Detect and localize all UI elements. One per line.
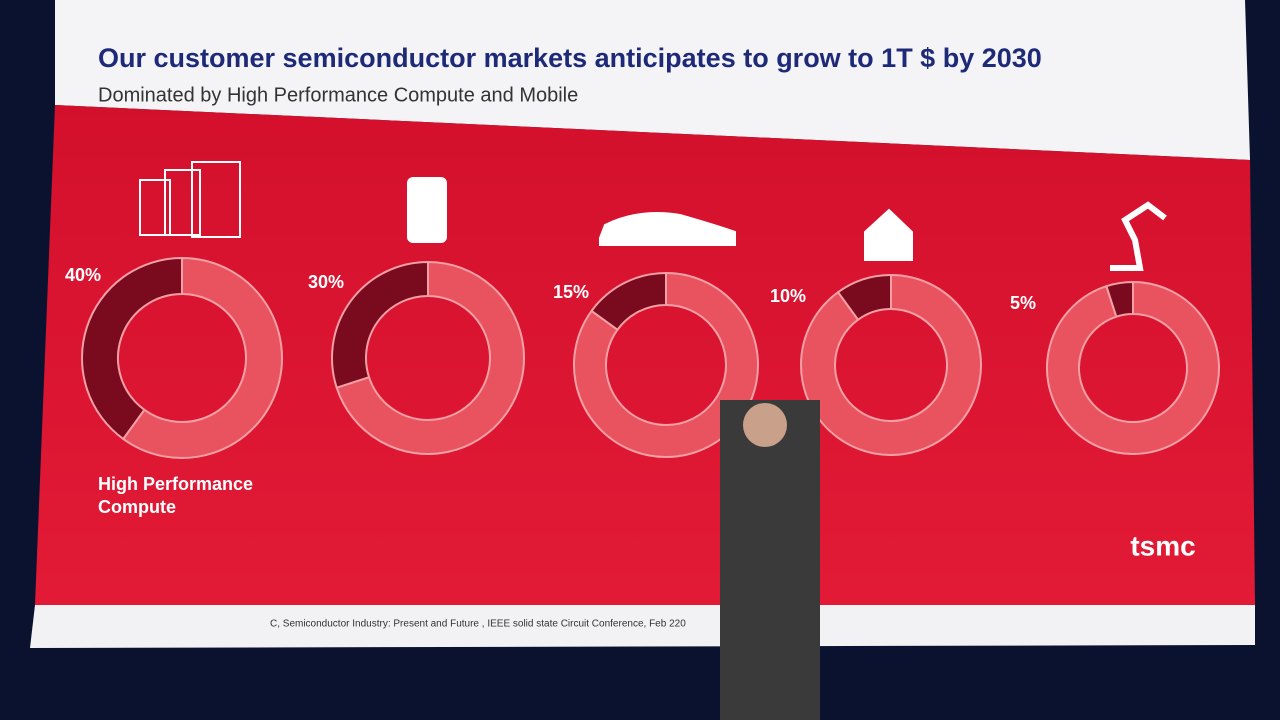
value-label: 30% xyxy=(308,272,344,292)
donut-rest xyxy=(1046,280,1220,455)
speaker xyxy=(720,400,820,720)
donut-rest xyxy=(573,271,759,458)
title-band xyxy=(55,0,1250,160)
slide-subtitle: Dominated by High Performance Compute an… xyxy=(98,84,578,106)
value-label: 10% xyxy=(770,286,806,306)
icons xyxy=(139,161,1167,271)
donut-segment xyxy=(836,273,892,322)
footer-band xyxy=(30,605,1255,648)
category-label: High Performance Compute xyxy=(98,474,253,517)
donut-segment xyxy=(590,271,667,332)
slide-title: Our customer semiconductor markets antic… xyxy=(98,43,1042,73)
logo: tsmc xyxy=(1130,530,1195,561)
value-label: 40% xyxy=(65,265,101,285)
red-panel xyxy=(35,105,1255,605)
donut-segment xyxy=(1105,280,1134,318)
value-label: 5% xyxy=(1010,293,1036,313)
donut-rest xyxy=(121,256,283,459)
speaker-head xyxy=(743,403,787,447)
donut-segment xyxy=(81,256,183,441)
donut-rest xyxy=(335,260,525,455)
footer-text: C, Semiconductor Industry: Present and F… xyxy=(270,619,686,630)
donut-rest xyxy=(800,273,982,456)
value-label: 15% xyxy=(553,282,589,302)
donut-segment xyxy=(331,260,429,389)
